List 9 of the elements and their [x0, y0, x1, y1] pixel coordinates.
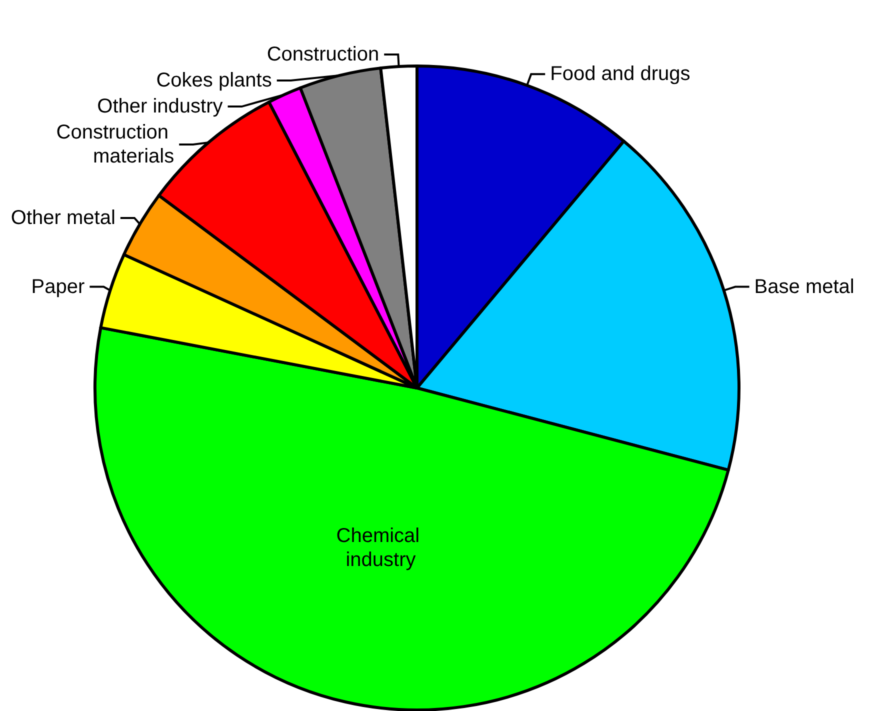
slice-label: Construction — [266, 44, 380, 66]
slice-label: Other industry — [97, 96, 223, 118]
slice-label: Other metal — [10, 206, 116, 229]
slice-label: Base metal — [754, 276, 854, 298]
slice-label: Cokes plants — [156, 70, 272, 92]
slice-label: Food and drugs — [550, 63, 690, 86]
slice-label: Paper — [31, 276, 86, 298]
slice-label: Construction materials — [56, 122, 174, 168]
slice-label: Chemical industry — [336, 524, 426, 571]
